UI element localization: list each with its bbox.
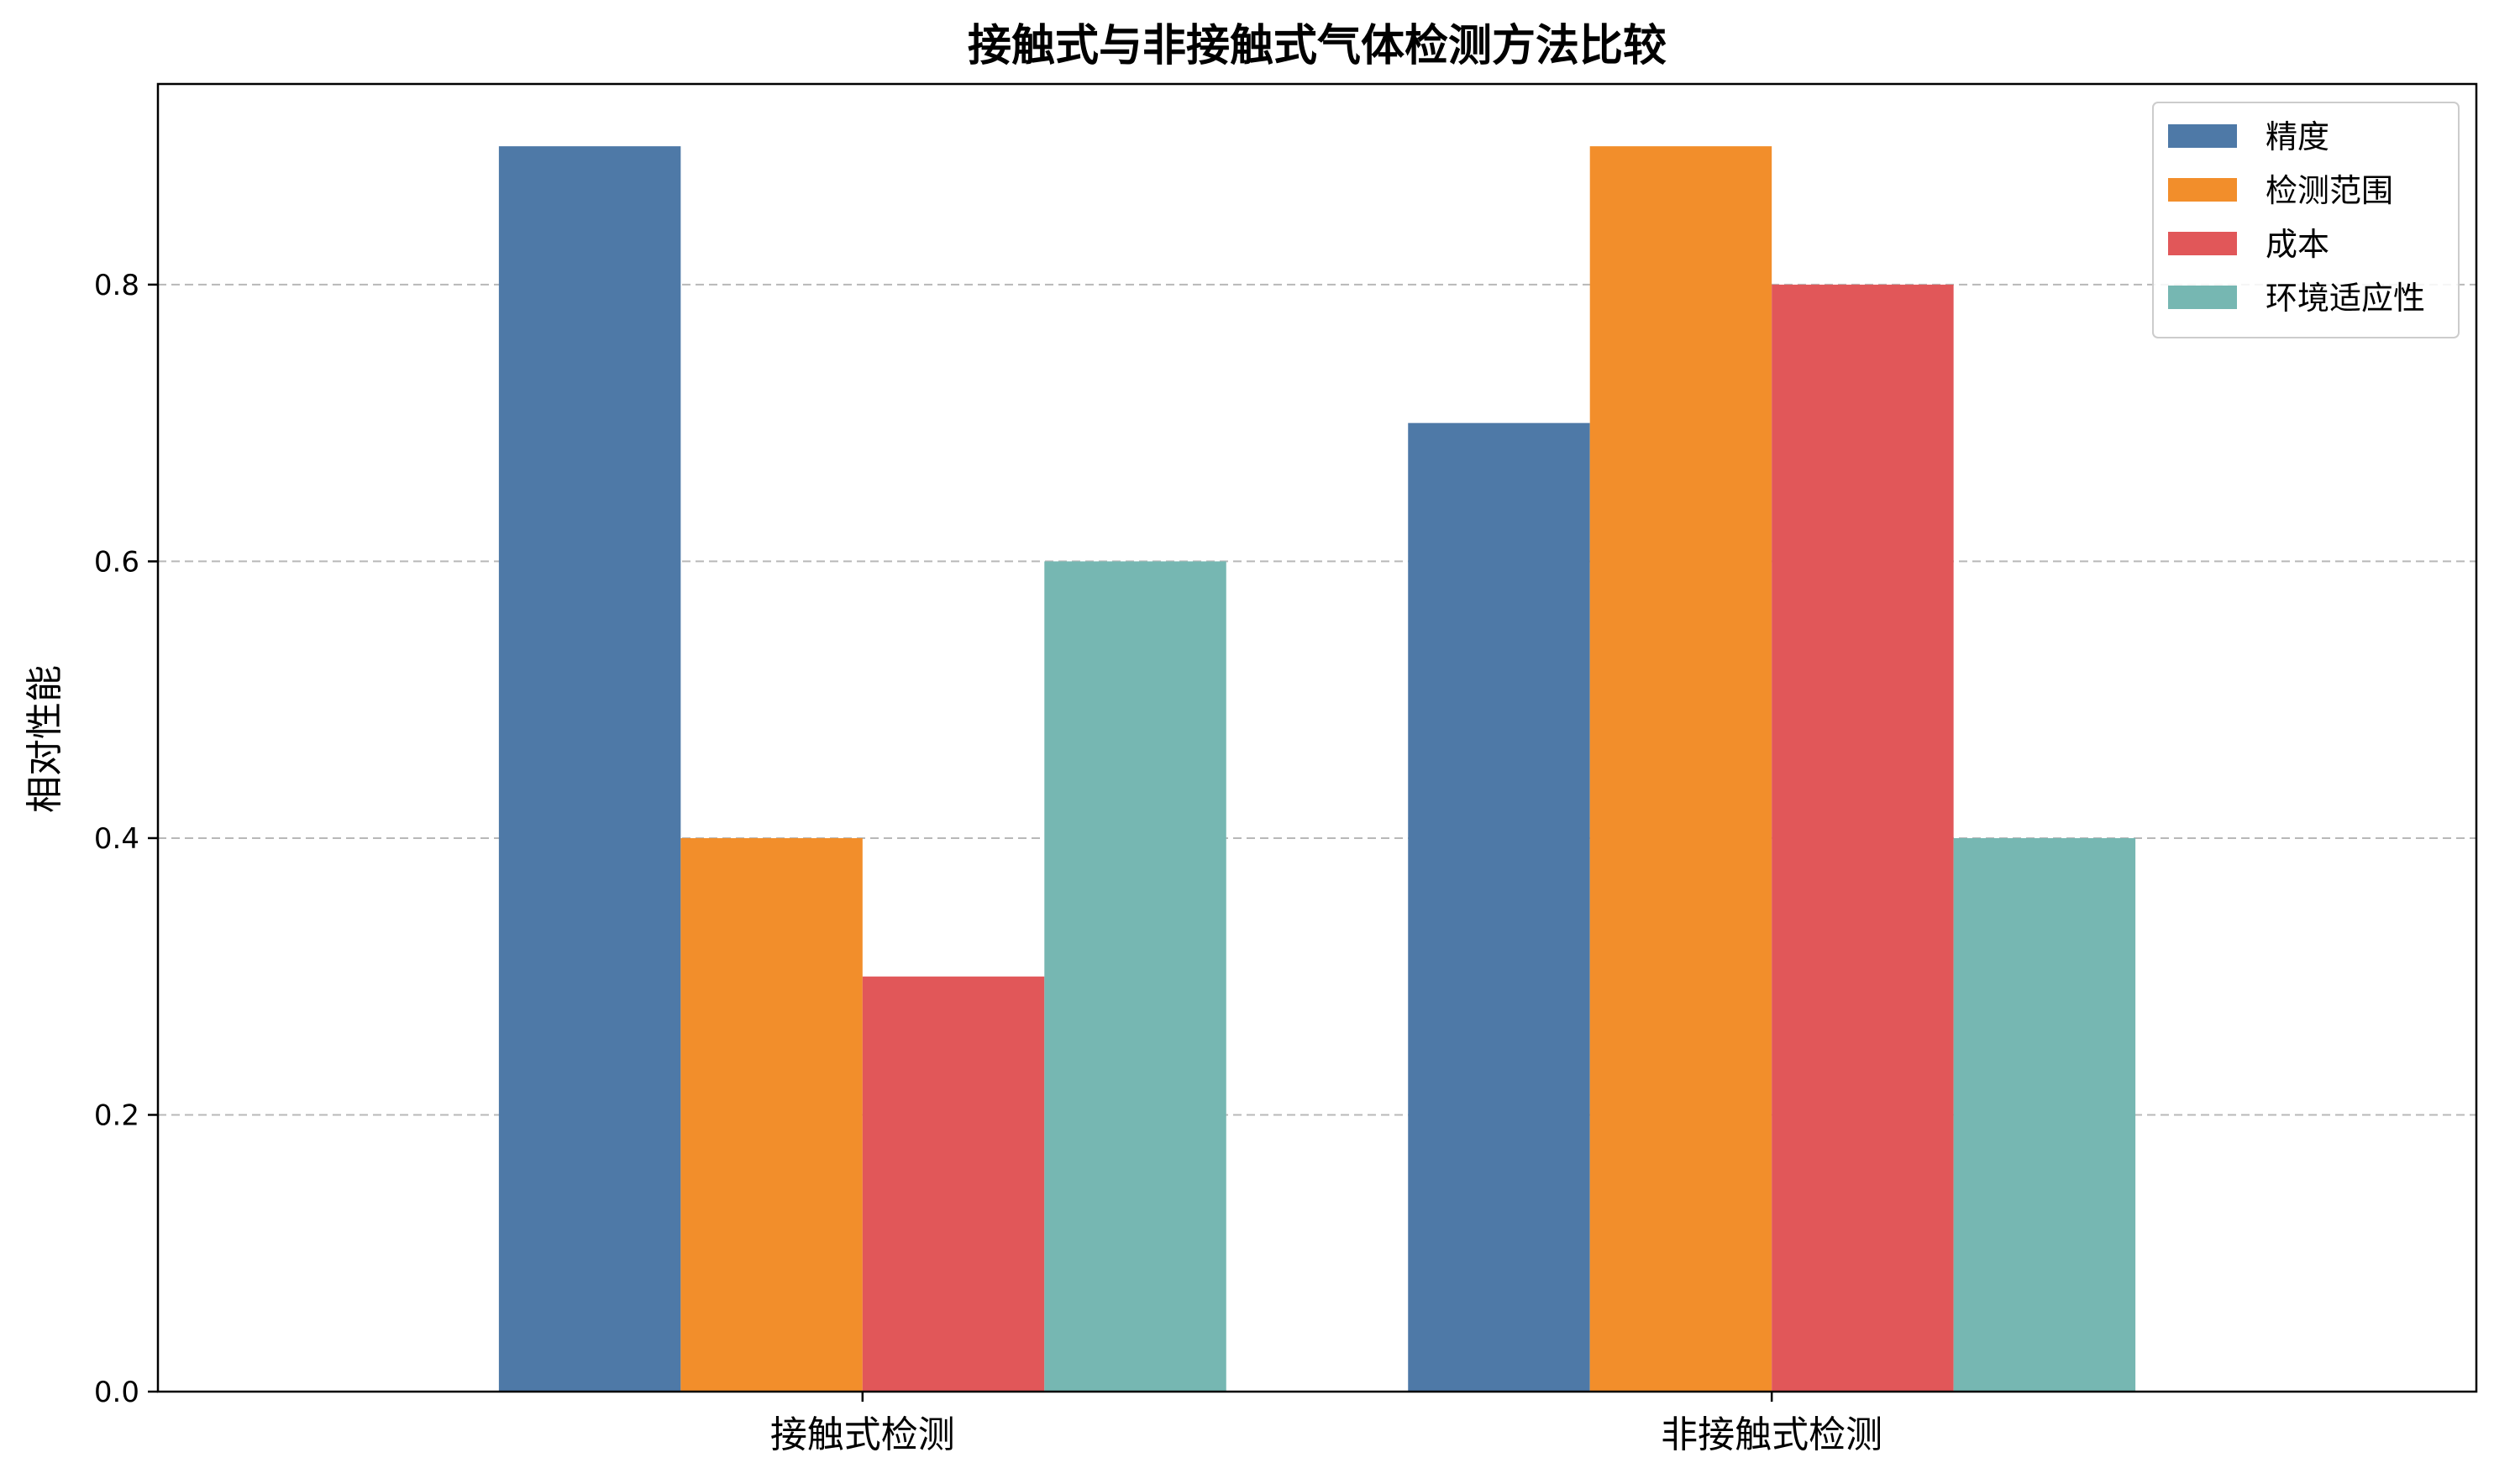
legend-swatch-1 — [2168, 178, 2237, 202]
grid-lines — [158, 283, 2476, 1116]
y-tick-label-0: 0.0 — [94, 1376, 139, 1409]
legend-box — [2152, 102, 2460, 338]
y-tick-label-1: 0.2 — [94, 1099, 139, 1132]
bar-3-0 — [1044, 561, 1226, 1392]
bar-1-0 — [680, 837, 863, 1392]
bar-0-1 — [1408, 422, 1590, 1392]
legend-label-2: 成本 — [2266, 226, 2329, 263]
legend-label-0: 精度 — [2266, 118, 2329, 155]
bar-2-0 — [862, 976, 1045, 1392]
bar-2-1 — [1772, 284, 1954, 1392]
x-tick-label-0: 接触式检测 — [770, 1413, 955, 1456]
bar-0-0 — [498, 146, 681, 1392]
bar-1-1 — [1589, 146, 1772, 1392]
bars-group — [498, 146, 2136, 1392]
legend-swatch-3 — [2168, 286, 2237, 309]
legend-label-1: 检测范围 — [2266, 172, 2393, 209]
plot-frame — [156, 82, 2478, 1393]
axis-ticks: 0.0 0.2 0.4 0.6 0.8 接触式检测 非接触式检测 — [94, 269, 1882, 1456]
y-tick-label-4: 0.8 — [94, 269, 139, 302]
legend-swatch-0 — [2168, 124, 2237, 148]
y-tick-label-2: 0.4 — [94, 822, 139, 856]
legend-label-3: 环境适应性 — [2266, 280, 2425, 317]
y-tick-label-3: 0.6 — [94, 545, 139, 579]
chart-title: 接触式与非接触式气体检测方法比较 — [968, 21, 1667, 71]
y-axis-title: 相对性能 — [24, 665, 66, 813]
bar-3-1 — [1953, 837, 2136, 1392]
legend-swatch-2 — [2168, 232, 2237, 255]
x-tick-label-1: 非接触式检测 — [1661, 1413, 1882, 1456]
